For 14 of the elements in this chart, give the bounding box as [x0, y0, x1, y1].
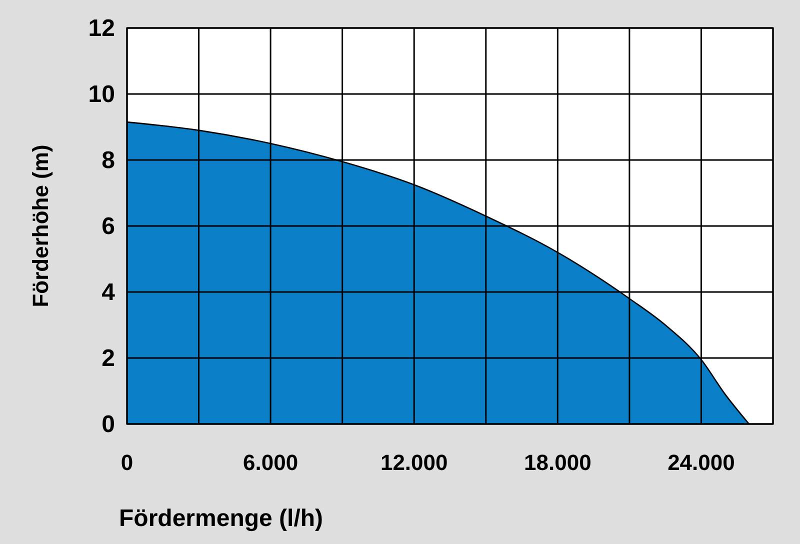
y-tick-label: 2: [102, 345, 115, 372]
y-tick-label: 12: [88, 15, 115, 42]
y-axis-title: Förderhöhe (m): [28, 144, 53, 308]
x-axis-title: Fördermenge (l/h): [119, 505, 324, 532]
x-tick-label: 6.000: [243, 450, 298, 475]
y-tick-label: 8: [102, 147, 115, 174]
x-tick-label: 18.000: [524, 450, 592, 475]
x-tick-label: 0: [120, 450, 134, 475]
y-tick-label: 0: [102, 411, 115, 438]
x-tick-label: 24.000: [668, 450, 735, 475]
y-tick-label: 10: [88, 81, 115, 108]
y-tick-label: 4: [102, 279, 116, 306]
y-tick-label: 6: [102, 213, 115, 240]
x-tick-label: 12.000: [380, 450, 448, 475]
